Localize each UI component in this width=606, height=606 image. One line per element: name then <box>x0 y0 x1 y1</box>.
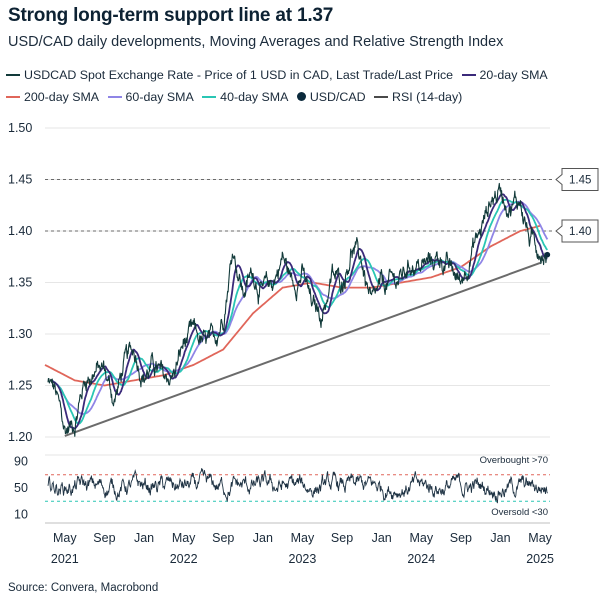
rsi-overbought-label: Overbought >70 <box>480 455 548 466</box>
price-tick-label-4: 1.30 <box>8 327 32 341</box>
legend-item-spot: USDCAD Spot Exchange Rate - Price of 1 U… <box>6 64 453 86</box>
x-tick-label-7: Sep <box>331 531 353 545</box>
legend-item-sma200: 200-day SMA <box>6 86 99 108</box>
value-callouts: 1.45 1.40 <box>555 168 599 243</box>
rsi-oversold-label: Oversold <30 <box>491 507 548 518</box>
x-axis: May Sep Jan May Sep Jan May Sep Jan May Sep Jan May 2… <box>45 522 554 566</box>
rsi-tick-label-2: 10 <box>14 507 28 521</box>
legend-item-sma60: 60-day SMA <box>107 86 194 108</box>
x-year-label-0: 2021 <box>51 552 79 566</box>
chart-title: Strong long-term support line at 1.37 <box>8 5 334 26</box>
callout-label-0: 1.45 <box>569 175 591 187</box>
legend-swatch-sma20 <box>461 73 476 76</box>
price-tick-label-1: 1.45 <box>8 173 32 187</box>
legend-swatch-sma60 <box>107 95 122 98</box>
price-tick-label-6: 1.20 <box>8 430 32 444</box>
legend-label-sma20: 20-day SMA <box>479 68 548 82</box>
legend-swatch-rsi <box>374 95 389 98</box>
x-tick-label-3: May <box>172 531 196 545</box>
legend-row-2: 200-day SMA 60-day SMA 40-day SMA USD/CA… <box>6 86 604 108</box>
callout-box-1 <box>555 219 599 243</box>
sma-200-line <box>44 224 541 387</box>
x-tick-label-1: Sep <box>93 531 115 545</box>
legend-label-usdcad: USD/CAD <box>309 90 366 104</box>
sma-40-line <box>51 198 549 425</box>
rsi-tick-label-0: 90 <box>14 455 28 469</box>
price-tick-label-5: 1.25 <box>8 379 32 393</box>
x-year-label-1: 2022 <box>170 552 198 566</box>
source-note: Source: Convera, Macrobond <box>8 582 159 594</box>
x-tick-label-2: Jan <box>134 531 154 545</box>
x-tick-label-11: Jan <box>490 531 510 545</box>
x-year-label-4: 2025 <box>526 552 554 566</box>
price-tick-label-3: 1.35 <box>8 276 32 290</box>
rsi-tick-label-1: 50 <box>14 481 28 495</box>
x-tick-label-8: Jan <box>372 531 392 545</box>
legend-label-spot: USDCAD Spot Exchange Rate - Price of 1 U… <box>24 68 454 82</box>
legend-label-sma40: 40-day SMA <box>220 90 289 104</box>
legend-label-rsi: RSI (14-day) <box>392 90 463 104</box>
price-tick-label-0: 1.50 <box>8 121 32 135</box>
x-tick-label-0: May <box>53 531 77 545</box>
spot-rate-line <box>47 182 548 437</box>
legend-swatch-spot <box>6 73 20 76</box>
legend-item-sma20: 20-day SMA <box>461 64 548 86</box>
x-tick-label-4: Sep <box>212 531 234 545</box>
legend-label-sma60: 60-day SMA <box>125 90 194 104</box>
legend-swatch-sma40 <box>202 95 217 98</box>
legend-swatch-usdcad <box>296 92 306 102</box>
chart-legend: USDCAD Spot Exchange Rate - Price of 1 U… <box>6 64 604 108</box>
price-series <box>44 182 551 437</box>
x-year-label-2: 2023 <box>289 552 317 566</box>
usdcad-last-value-dot <box>544 251 551 258</box>
support-trend-line <box>64 261 541 437</box>
rsi-panel: 90 50 10 Overbought >70 Oversold <30 <box>14 454 550 521</box>
legend-item-rsi: RSI (14-day) <box>374 86 462 108</box>
legend-row-1: USDCAD Spot Exchange Rate - Price of 1 U… <box>6 64 604 86</box>
x-tick-label-12: May <box>528 531 552 545</box>
callout-label-1: 1.40 <box>569 226 591 238</box>
rsi-line <box>47 468 548 504</box>
sma-20-line <box>51 193 548 430</box>
x-tick-label-5: Jan <box>253 531 273 545</box>
legend-item-sma40: 40-day SMA <box>202 86 288 108</box>
callout-box-0 <box>555 168 599 191</box>
price-y-axis: 1.50 1.45 1.40 1.35 1.30 1.25 1.20 <box>8 121 32 444</box>
legend-item-usdcad: USD/CAD <box>296 86 366 108</box>
chart-subtitle: USD/CAD daily developments, Moving Avera… <box>8 34 504 50</box>
reference-lines <box>45 179 555 232</box>
x-tick-label-9: May <box>409 531 433 545</box>
legend-label-sma200: 200-day SMA <box>24 90 100 104</box>
x-tick-label-6: May <box>291 531 315 545</box>
x-year-label-3: 2024 <box>407 552 435 566</box>
x-tick-label-10: Sep <box>450 531 472 545</box>
legend-swatch-sma200 <box>6 95 20 98</box>
price-tick-label-2: 1.40 <box>8 224 32 238</box>
